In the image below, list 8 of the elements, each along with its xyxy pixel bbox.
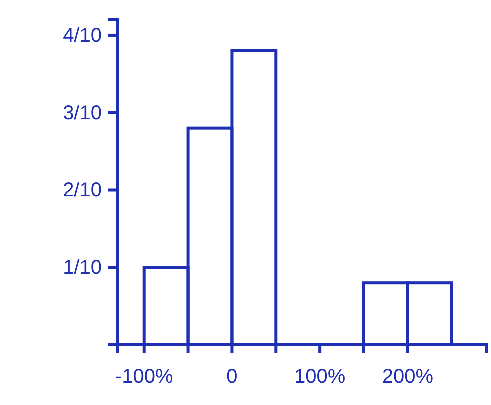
x-tick-label: -100% (115, 366, 174, 388)
y-tick-label: 2/10 (63, 180, 102, 202)
x-tick-label: 100% (294, 366, 346, 388)
y-tick-label: 4/10 (63, 24, 102, 47)
y-tick-label: 3/10 (63, 102, 102, 124)
x-tick-label: 200% (382, 366, 434, 388)
y-tick-label: 1/10 (63, 257, 102, 280)
x-tick-label: 0 (226, 366, 238, 388)
